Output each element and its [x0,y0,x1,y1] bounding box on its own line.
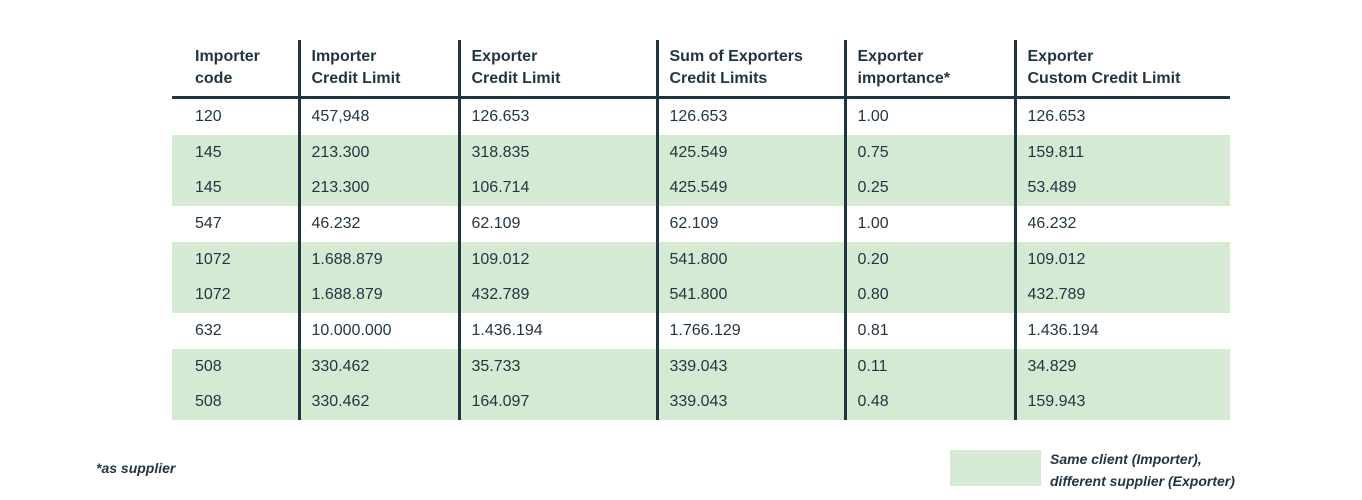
cell-exporter-importance: 1.00 [843,206,1015,242]
cell-importer-code: 1072 [172,241,299,278]
cell-importer-credit-limit: 330.462 [297,384,459,421]
cell-importer-code: 632 [172,313,299,349]
table-row: 1072 1.688.879 109.012 541.800 0.20 109.012 [172,241,1230,278]
cell-exporter-importance: 1.00 [843,97,1015,135]
cell-exporter-custom-credit-limit: 432.789 [1013,277,1230,314]
cell-exporter-custom-credit-limit: 159.943 [1013,384,1230,421]
table-row: 508 330.462 35.733 339.043 0.11 34.829 [172,348,1230,385]
cell-importer-code: 1072 [172,277,299,314]
cell-sum-exporters-credit-limits: 62.109 [655,206,845,242]
cell-importer-code: 547 [172,206,299,242]
cell-exporter-custom-credit-limit: 126.653 [1013,97,1230,135]
cell-exporter-custom-credit-limit: 159.811 [1013,134,1230,171]
cell-exporter-importance: 0.11 [843,348,1015,385]
cell-exporter-credit-limit: 62.109 [457,206,657,242]
cell-exporter-custom-credit-limit: 34.829 [1013,348,1230,385]
footnote: *as supplier [96,460,176,476]
credit-limit-table: Importer code Importer Credit Limit Expo… [172,40,1230,421]
table-row: 145 213.300 318.835 425.549 0.75 159.811 [172,134,1230,171]
header-exporter-importance: Exporter importance* [843,40,1015,99]
cell-importer-code: 120 [172,97,299,135]
cell-importer-credit-limit: 213.300 [297,170,459,207]
cell-exporter-custom-credit-limit: 46.232 [1013,206,1230,242]
credit-limit-table-container: Importer code Importer Credit Limit Expo… [172,40,1230,421]
cell-exporter-custom-credit-limit: 1.436.194 [1013,313,1230,349]
table-row: 632 10.000.000 1.436.194 1.766.129 0.81 1.436… [172,313,1230,349]
cell-sum-exporters-credit-limits: 339.043 [655,384,845,421]
cell-exporter-credit-limit: 106.714 [457,170,657,207]
cell-sum-exporters-credit-limits: 425.549 [655,170,845,207]
cell-importer-credit-limit: 10.000.000 [297,313,459,349]
cell-exporter-credit-limit: 1.436.194 [457,313,657,349]
cell-importer-credit-limit: 213.300 [297,134,459,171]
cell-exporter-credit-limit: 432.789 [457,277,657,314]
cell-importer-code: 145 [172,170,299,207]
cell-exporter-importance: 0.81 [843,313,1015,349]
cell-sum-exporters-credit-limits: 425.549 [655,134,845,171]
cell-exporter-custom-credit-limit: 109.012 [1013,241,1230,278]
table-row: 145 213.300 106.714 425.549 0.25 53.489 [172,170,1230,207]
legend-swatch [950,450,1041,486]
cell-exporter-credit-limit: 318.835 [457,134,657,171]
table-body: 120 457,948 126.653 126.653 1.00 126.653 145 21… [172,97,1230,421]
cell-importer-credit-limit: 1.688.879 [297,241,459,278]
cell-exporter-credit-limit: 164.097 [457,384,657,421]
cell-importer-credit-limit: 330.462 [297,348,459,385]
cell-sum-exporters-credit-limits: 541.800 [655,277,845,314]
cell-sum-exporters-credit-limits: 339.043 [655,348,845,385]
table-header: Importer code Importer Credit Limit Expo… [172,40,1230,99]
header-sum-exporters-credit-limits: Sum of Exporters Credit Limits [655,40,845,99]
cell-sum-exporters-credit-limits: 541.800 [655,241,845,278]
header-row: Importer code Importer Credit Limit Expo… [172,40,1230,99]
table-row: 508 330.462 164.097 339.043 0.48 159.943 [172,384,1230,421]
cell-importer-credit-limit: 457,948 [297,97,459,135]
table-row: 1072 1.688.879 432.789 541.800 0.80 432.789 [172,277,1230,314]
legend-label: Same client (Importer), different suppli… [1050,451,1235,489]
cell-exporter-importance: 0.48 [843,384,1015,421]
cell-exporter-credit-limit: 109.012 [457,241,657,278]
cell-exporter-importance: 0.25 [843,170,1015,207]
cell-sum-exporters-credit-limits: 126.653 [655,97,845,135]
cell-importer-credit-limit: 46.232 [297,206,459,242]
table-row: 120 457,948 126.653 126.653 1.00 126.653 [172,97,1230,135]
header-exporter-custom-credit-limit: Exporter Custom Credit Limit [1013,40,1230,99]
table-row: 547 46.232 62.109 62.109 1.00 46.232 [172,206,1230,242]
cell-exporter-importance: 0.80 [843,277,1015,314]
header-importer-code: Importer code [172,40,299,99]
cell-importer-code: 145 [172,134,299,171]
cell-exporter-importance: 0.75 [843,134,1015,171]
header-importer-credit-limit: Importer Credit Limit [297,40,459,99]
cell-importer-code: 508 [172,348,299,385]
cell-sum-exporters-credit-limits: 1.766.129 [655,313,845,349]
cell-exporter-custom-credit-limit: 53.489 [1013,170,1230,207]
cell-importer-code: 508 [172,384,299,421]
cell-importer-credit-limit: 1.688.879 [297,277,459,314]
cell-exporter-credit-limit: 35.733 [457,348,657,385]
cell-exporter-credit-limit: 126.653 [457,97,657,135]
cell-exporter-importance: 0.20 [843,241,1015,278]
header-exporter-credit-limit: Exporter Credit Limit [457,40,657,99]
